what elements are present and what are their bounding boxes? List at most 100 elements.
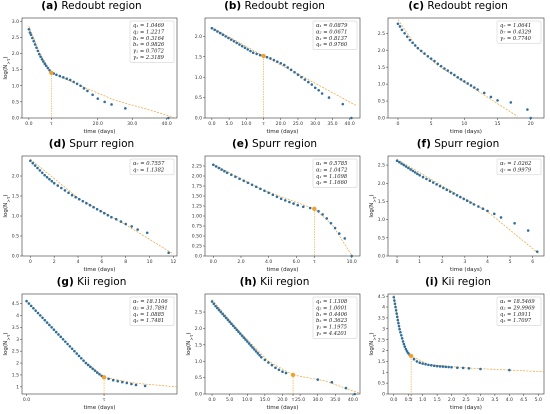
data-point bbox=[449, 71, 453, 75]
data-point bbox=[395, 312, 398, 315]
data-point bbox=[269, 57, 272, 60]
data-point bbox=[398, 327, 401, 331]
chart-i: 0.0 0.5τ 1.0 1.5 2.0 2.5 3.0 3.5 4.0 4.5 5.000.511… bbox=[369, 293, 545, 411]
data-point bbox=[469, 201, 472, 204]
data-point bbox=[439, 64, 443, 68]
data-point bbox=[114, 217, 118, 221]
legend-entry: q₂ = 1.1660 bbox=[316, 180, 348, 186]
panel-title: (e) Spurr region bbox=[183, 138, 366, 150]
y-tick-label: 2.25 bbox=[192, 164, 202, 170]
data-point bbox=[36, 49, 40, 53]
y-tick-label: 0.5 bbox=[378, 381, 385, 387]
data-point bbox=[508, 368, 511, 372]
legend-entry: q₁ = 1.1098 bbox=[316, 174, 348, 180]
y-tick-label: 0.75 bbox=[192, 224, 202, 230]
legend-entry: α₇ = 18.1106 bbox=[133, 299, 168, 305]
data-point bbox=[250, 183, 254, 187]
x-tick-label: 15 bbox=[495, 121, 501, 127]
x-tick-label: 3.0 bbox=[477, 397, 484, 403]
y-tick-label: 1.5 bbox=[12, 194, 19, 200]
data-point bbox=[72, 80, 75, 84]
x-tick-label: 10.0 bbox=[242, 397, 252, 403]
y-tick-label: 0.0 bbox=[195, 254, 202, 260]
x-axis-label: time (days) bbox=[450, 267, 482, 273]
data-point bbox=[224, 35, 227, 38]
panel-region: Kii region bbox=[441, 276, 491, 288]
data-point bbox=[301, 205, 305, 209]
data-point bbox=[456, 76, 460, 79]
data-point bbox=[29, 159, 32, 163]
data-point bbox=[249, 344, 253, 347]
change-point-marker bbox=[408, 353, 414, 359]
x-tick-label: 4 bbox=[77, 259, 80, 265]
data-point bbox=[307, 80, 310, 84]
data-point bbox=[39, 55, 42, 59]
data-point bbox=[228, 320, 231, 324]
data-point bbox=[274, 366, 277, 370]
x-tick-label: 40.0 bbox=[162, 121, 172, 127]
y-tick-label: 1.0 bbox=[195, 75, 202, 81]
data-point bbox=[467, 367, 471, 370]
data-point bbox=[38, 169, 42, 172]
data-point bbox=[226, 318, 230, 322]
data-point bbox=[48, 177, 51, 181]
ylabel-tail: ) bbox=[3, 56, 9, 58]
change-point-marker bbox=[290, 372, 296, 378]
data-point bbox=[38, 314, 42, 317]
x-axis-label: time (days) bbox=[267, 129, 299, 135]
data-point bbox=[237, 330, 240, 334]
legend-entry: α₂ = 31.7891 bbox=[133, 305, 168, 311]
data-point bbox=[245, 340, 249, 343]
data-point bbox=[403, 345, 407, 348]
y-tick-label: 1.5 bbox=[195, 342, 202, 348]
x-tick-label: 8 bbox=[124, 259, 127, 265]
legend-entry: γ₁ = 0.7072 bbox=[133, 49, 164, 55]
y-tick-label: 2 bbox=[16, 361, 19, 367]
change-point-marker bbox=[101, 375, 107, 380]
data-point bbox=[66, 342, 69, 346]
data-point bbox=[60, 186, 63, 190]
chart-e: 0.0 2.0 4.0 6.0 τ 10.0 0.0 0.25 0.50 0.75 1.00 1.25… bbox=[192, 155, 361, 273]
x-tick-label: 20.0 bbox=[93, 121, 103, 127]
chart-d: 0 2 4 6 8 10 12 0.0 0.5 1.0 1.5 2.0 time (days) log(N… bbox=[3, 155, 178, 273]
data-point bbox=[421, 362, 424, 365]
y-tick-label: 0.5 bbox=[378, 235, 385, 241]
data-point bbox=[452, 192, 455, 195]
data-point bbox=[456, 366, 459, 369]
data-point bbox=[288, 200, 291, 204]
data-point bbox=[33, 43, 37, 46]
data-point bbox=[472, 203, 476, 206]
data-point bbox=[260, 355, 263, 359]
data-point bbox=[212, 163, 215, 167]
data-point bbox=[57, 333, 60, 336]
ylabel-tail: ) bbox=[369, 194, 375, 196]
data-point bbox=[31, 36, 34, 40]
x-tick-label: 0 bbox=[396, 121, 399, 127]
data-point bbox=[40, 171, 44, 175]
data-point bbox=[212, 302, 216, 306]
x-tick-label: 5 bbox=[430, 121, 433, 127]
panel-label: (a) bbox=[41, 0, 58, 12]
data-point bbox=[350, 116, 353, 120]
data-point bbox=[406, 351, 410, 355]
panel-region: Redoubt region bbox=[427, 0, 508, 12]
data-point bbox=[529, 116, 533, 120]
x-tick-label: 5.0 bbox=[535, 397, 542, 403]
y-tick-label: 4.5 bbox=[378, 294, 385, 300]
data-point bbox=[400, 337, 404, 340]
data-point bbox=[210, 300, 214, 303]
x-tick-label: 5.0 bbox=[226, 397, 233, 403]
data-point bbox=[54, 330, 58, 334]
x-tick-label: 4.0 bbox=[506, 397, 513, 403]
data-point bbox=[402, 342, 406, 346]
plot-frame bbox=[21, 155, 178, 257]
data-point bbox=[227, 36, 230, 40]
data-point bbox=[46, 66, 50, 70]
data-point bbox=[55, 73, 58, 77]
chart-f: 0 1 2 3 4 5 6 0.0 0.5 1.0 1.5 2.0 2.5 time (days) log(… bbox=[369, 155, 545, 273]
data-point bbox=[77, 197, 81, 201]
x-axis-label: time (days) bbox=[450, 129, 482, 135]
data-point bbox=[330, 380, 334, 384]
data-point bbox=[395, 159, 399, 163]
legend-entry: α₁ = 0.0879 bbox=[316, 23, 348, 29]
